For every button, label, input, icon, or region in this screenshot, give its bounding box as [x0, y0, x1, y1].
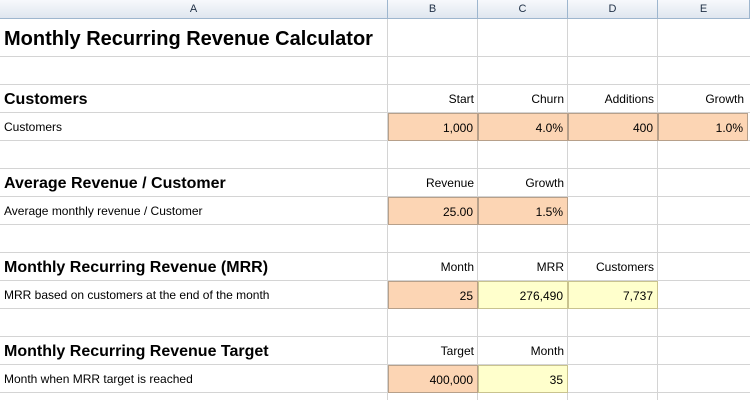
customers-start-input[interactable]: 1,000	[388, 113, 478, 141]
gridline	[0, 336, 750, 337]
gridline	[387, 19, 388, 400]
arpc-growth-input[interactable]: 1.5%	[478, 197, 568, 225]
gridline	[657, 19, 658, 400]
column-header-a[interactable]: A	[0, 0, 388, 19]
customers-growth-input[interactable]: 1.0%	[658, 113, 748, 141]
gridline	[0, 364, 750, 365]
arpc-header-revenue[interactable]: Revenue	[425, 176, 474, 190]
target-heading[interactable]: Monthly Recurring Revenue Target	[4, 343, 269, 360]
column-header-d[interactable]: D	[568, 0, 658, 19]
target-month-output[interactable]: 35	[478, 365, 568, 393]
gridline	[0, 56, 750, 57]
customers-header-churn[interactable]: Churn	[531, 92, 564, 106]
customers-label[interactable]: Customers	[4, 120, 63, 134]
customers-header-additions[interactable]: Additions	[604, 92, 654, 106]
mrr-header-customers[interactable]: Customers	[595, 260, 654, 274]
target-value-input[interactable]: 400,000	[388, 365, 478, 393]
mrr-value-output[interactable]: 276,490	[478, 281, 568, 309]
mrr-heading[interactable]: Monthly Recurring Revenue (MRR)	[4, 259, 269, 276]
gridline	[0, 168, 750, 169]
gridline	[0, 308, 750, 309]
column-header-c[interactable]: C	[478, 0, 568, 19]
sheet-title[interactable]: Monthly Recurring Revenue Calculator	[4, 28, 373, 50]
customers-header-growth[interactable]: Growth	[705, 92, 744, 106]
gridline	[0, 280, 750, 281]
gridline	[0, 196, 750, 197]
gridline	[0, 252, 750, 253]
arpc-label[interactable]: Average monthly revenue / Customer	[4, 204, 203, 218]
mrr-customers-output[interactable]: 7,737	[568, 281, 658, 309]
mrr-month-input[interactable]: 25	[388, 281, 478, 309]
target-header-month[interactable]: Month	[530, 344, 564, 358]
mrr-header-month[interactable]: Month	[440, 260, 474, 274]
customers-header-start[interactable]: Start	[448, 92, 474, 106]
gridline	[0, 224, 750, 225]
mrr-header-mrr[interactable]: MRR	[536, 260, 564, 274]
column-header-e[interactable]: E	[658, 0, 750, 19]
arpc-heading[interactable]: Average Revenue / Customer	[4, 175, 226, 192]
customers-heading[interactable]: Customers	[4, 91, 88, 108]
target-header-target[interactable]: Target	[440, 344, 474, 358]
gridline	[0, 84, 750, 85]
arpc-header-growth[interactable]: Growth	[525, 176, 564, 190]
gridline	[0, 392, 750, 393]
gridline	[0, 112, 750, 113]
column-header-b[interactable]: B	[388, 0, 478, 19]
customers-additions-input[interactable]: 400	[568, 113, 658, 141]
mrr-label[interactable]: MRR based on customers at the end of the…	[4, 288, 270, 302]
arpc-revenue-input[interactable]: 25.00	[388, 197, 478, 225]
gridline	[0, 140, 750, 141]
target-label[interactable]: Month when MRR target is reached	[4, 372, 193, 386]
customers-churn-input[interactable]: 4.0%	[478, 113, 568, 141]
